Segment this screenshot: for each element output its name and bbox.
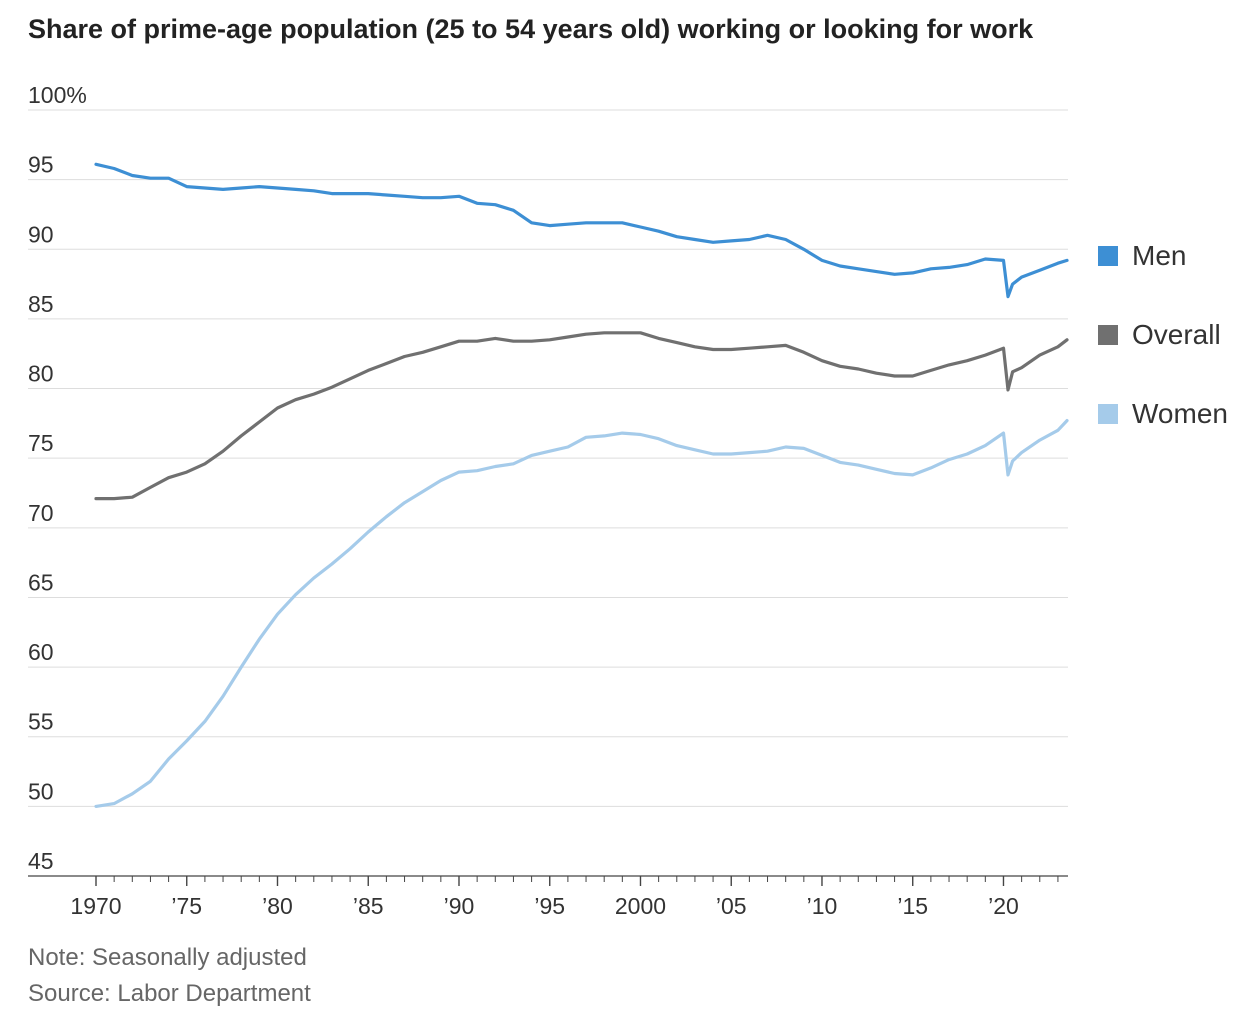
y-tick-label-65: 65 xyxy=(28,569,54,595)
y-tick-label-60: 60 xyxy=(28,639,54,665)
x-tick-label-2000: 2000 xyxy=(615,893,666,919)
y-tick-label-90: 90 xyxy=(28,221,54,247)
x-tick-label-1990: ’90 xyxy=(444,893,475,919)
series-line-men xyxy=(94,162,1069,299)
legend-label-men: Men xyxy=(1132,240,1187,271)
y-tick-label-100: 100% xyxy=(28,82,87,108)
x-tick-label-2005: ’05 xyxy=(716,893,747,919)
y-axis-labels: 100% 95 90 85 80 75 70 65 60 55 50 45 xyxy=(28,82,87,874)
series-line-overall xyxy=(94,331,1069,501)
x-tick-label-1970: 1970 xyxy=(70,893,121,919)
y-tick-label-70: 70 xyxy=(28,500,54,526)
legend-item-women: Women xyxy=(1098,398,1228,430)
series-line-women xyxy=(94,419,1069,808)
y-tick-label-45: 45 xyxy=(28,848,54,874)
gridlines xyxy=(28,109,1068,807)
legend-swatch-overall xyxy=(1098,325,1118,345)
y-tick-label-55: 55 xyxy=(28,709,54,735)
x-tick-label-2010: ’10 xyxy=(807,893,838,919)
y-tick-label-95: 95 xyxy=(28,152,54,178)
y-tick-label-50: 50 xyxy=(28,778,54,804)
y-tick-label-85: 85 xyxy=(28,291,54,317)
legend-item-overall: Overall xyxy=(1098,319,1221,351)
x-tick-label-1975: ’75 xyxy=(171,893,202,919)
y-tick-label-80: 80 xyxy=(28,361,54,387)
legend-swatch-women xyxy=(1098,404,1118,424)
x-tick-label-1985: ’85 xyxy=(353,893,384,919)
chart-title: Share of prime-age population (25 to 54 … xyxy=(28,14,1034,44)
legend-label-overall: Overall xyxy=(1132,319,1221,350)
x-axis xyxy=(28,875,1068,886)
chart-note: Note: Seasonally adjusted xyxy=(28,944,307,971)
legend-label-women: Women xyxy=(1132,398,1228,429)
y-tick-label-75: 75 xyxy=(28,430,54,456)
legend-item-men: Men xyxy=(1098,240,1186,272)
line-chart: 100% 95 90 85 80 75 70 65 60 55 50 45 1970 ’75 ’80 ’85… xyxy=(28,82,1069,919)
series-lines xyxy=(94,162,1069,808)
x-axis-labels: 1970 ’75 ’80 ’85 ’90 ’95 2000 ’05 ’10 ’15 ’20 xyxy=(70,893,1018,919)
x-tick-label-2020: ’20 xyxy=(988,893,1019,919)
legend-swatch-men xyxy=(1098,246,1118,266)
x-tick-label-1995: ’95 xyxy=(534,893,565,919)
x-tick-label-2015: ’15 xyxy=(897,893,928,919)
chart-source: Source: Labor Department xyxy=(28,980,311,1007)
x-tick-label-1980: ’80 xyxy=(262,893,293,919)
